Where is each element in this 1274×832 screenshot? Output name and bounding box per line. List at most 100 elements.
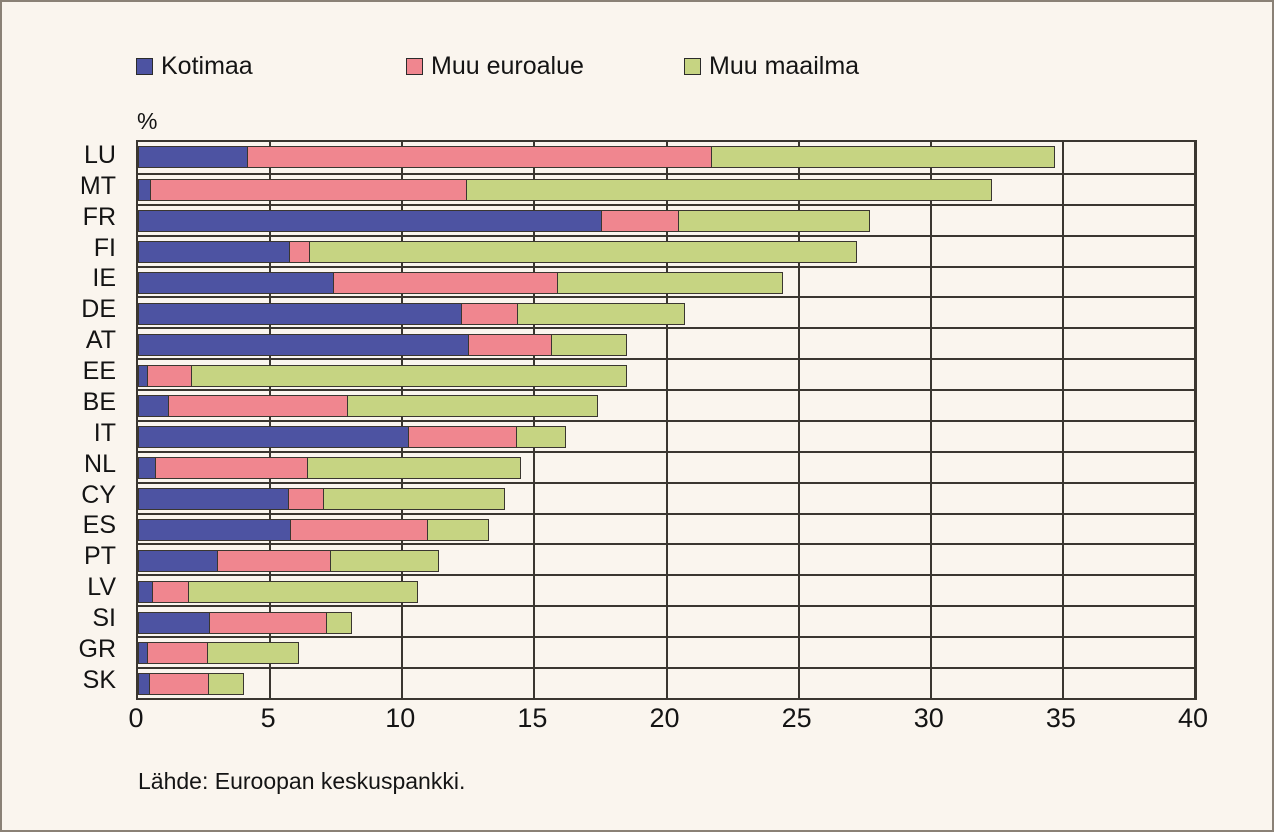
bar-row[interactable] (138, 327, 1195, 358)
bar-row[interactable] (138, 234, 1195, 266)
bar-row[interactable] (138, 574, 1195, 605)
bar-segment[interactable] (138, 302, 463, 325)
bar-segment[interactable] (138, 518, 292, 541)
stacked-bar[interactable] (138, 673, 244, 696)
stacked-bar[interactable] (138, 241, 857, 264)
bar-segment[interactable] (138, 488, 290, 511)
y-axis-label-gr: GR (78, 634, 117, 663)
bar-segment[interactable] (290, 518, 429, 541)
stacked-bar[interactable] (138, 642, 300, 665)
y-axis-label-sk: SK (82, 665, 116, 694)
bar-segment[interactable] (247, 146, 713, 169)
bar-segment[interactable] (710, 146, 1055, 169)
y-axis-label-lv: LV (87, 573, 116, 602)
bar-row[interactable] (138, 172, 1195, 204)
bar-segment[interactable] (187, 580, 419, 603)
bar-row[interactable] (138, 142, 1195, 173)
bar-segment[interactable] (466, 179, 992, 202)
bar-row[interactable] (138, 636, 1195, 667)
bar-segment[interactable] (208, 611, 328, 634)
bar-segment[interactable] (168, 395, 349, 418)
bar-segment[interactable] (333, 271, 559, 294)
bar-segment[interactable] (155, 457, 309, 480)
bar-segment[interactable] (307, 457, 522, 480)
bar-segment[interactable] (138, 333, 470, 356)
legend-item-muu-euroalue[interactable]: Muu euroalue (406, 52, 684, 81)
stacked-bar[interactable] (138, 210, 870, 233)
bar-segment[interactable] (190, 364, 627, 387)
stacked-bar[interactable] (138, 488, 506, 511)
legend-item-muu-maailma[interactable]: Muu maailma (684, 52, 859, 81)
x-axis-tick-35: 35 (1045, 703, 1076, 733)
stacked-bar[interactable] (138, 179, 992, 202)
bar-row[interactable] (138, 450, 1195, 482)
bar-row[interactable] (138, 543, 1195, 574)
bar-segment[interactable] (325, 611, 353, 634)
bar-segment[interactable] (516, 426, 567, 449)
stacked-bar[interactable] (138, 302, 685, 325)
bar-row[interactable] (138, 389, 1195, 420)
bar-segment[interactable] (207, 642, 300, 665)
bar-segment[interactable] (138, 241, 291, 264)
stacked-bar[interactable] (138, 426, 567, 449)
bar-segment[interactable] (407, 426, 518, 449)
bar-segment[interactable] (288, 241, 311, 264)
stacked-bar[interactable] (138, 457, 522, 480)
legend-label-kotimaa: Kotimaa (161, 52, 253, 80)
bar-segment[interactable] (287, 488, 325, 511)
bar-segment[interactable] (138, 549, 219, 572)
bar-segment[interactable] (517, 302, 685, 325)
legend-swatch-icon-kotimaa (136, 58, 153, 75)
bar-segment[interactable] (138, 146, 249, 169)
bar-segment[interactable] (678, 210, 870, 233)
bar-row[interactable] (138, 265, 1195, 297)
bar-segment[interactable] (550, 333, 627, 356)
bar-segment[interactable] (347, 395, 598, 418)
source-note: Lähde: Euroopan keskuspankki. (138, 768, 466, 794)
bar-row[interactable] (138, 203, 1195, 235)
bar-row[interactable] (138, 605, 1195, 636)
bar-row[interactable] (138, 296, 1195, 327)
bar-segment[interactable] (426, 518, 490, 541)
stacked-bar[interactable] (138, 518, 490, 541)
bar-row[interactable] (138, 666, 1195, 698)
bar-segment[interactable] (138, 426, 410, 449)
bar-segment[interactable] (147, 642, 209, 665)
stacked-bar[interactable] (138, 364, 627, 387)
bar-segment[interactable] (138, 611, 211, 634)
legend-item-kotimaa[interactable]: Kotimaa (136, 52, 406, 81)
bar-segment[interactable] (138, 271, 335, 294)
bar-segment[interactable] (138, 457, 157, 480)
y-axis-label-ee: EE (82, 357, 116, 386)
bar-segment[interactable] (138, 210, 603, 233)
bar-segment[interactable] (208, 673, 244, 696)
bar-row[interactable] (138, 481, 1195, 513)
bar-segment[interactable] (557, 271, 783, 294)
y-axis-category-labels: LU MT FR FI IE DE AT EE BE IT NL CY ES PT LV SI GR SK (0, 140, 128, 696)
bar-segment[interactable] (468, 333, 553, 356)
stacked-bar[interactable] (138, 271, 783, 294)
stacked-bar[interactable] (138, 580, 419, 603)
stacked-bar[interactable] (138, 395, 598, 418)
stacked-bar[interactable] (138, 611, 353, 634)
x-axis-tick-5: 5 (260, 703, 276, 733)
bar-segment[interactable] (138, 395, 170, 418)
stacked-bar[interactable] (138, 333, 627, 356)
bar-segment[interactable] (149, 179, 468, 202)
bar-segment[interactable] (152, 580, 189, 603)
bar-segment[interactable] (600, 210, 680, 233)
stacked-bar[interactable] (138, 146, 1055, 169)
bar-segment[interactable] (147, 364, 193, 387)
bar-segment[interactable] (217, 549, 332, 572)
bar-segment[interactable] (322, 488, 506, 511)
bar-row[interactable] (138, 419, 1195, 451)
stacked-bar[interactable] (138, 549, 440, 572)
bar-segment[interactable] (149, 673, 210, 696)
y-axis-label-es: ES (82, 511, 116, 540)
bar-row[interactable] (138, 512, 1195, 544)
bar-segment[interactable] (330, 549, 440, 572)
bar-row[interactable] (138, 358, 1195, 389)
bar-segment[interactable] (308, 241, 857, 264)
bar-segment[interactable] (460, 302, 519, 325)
